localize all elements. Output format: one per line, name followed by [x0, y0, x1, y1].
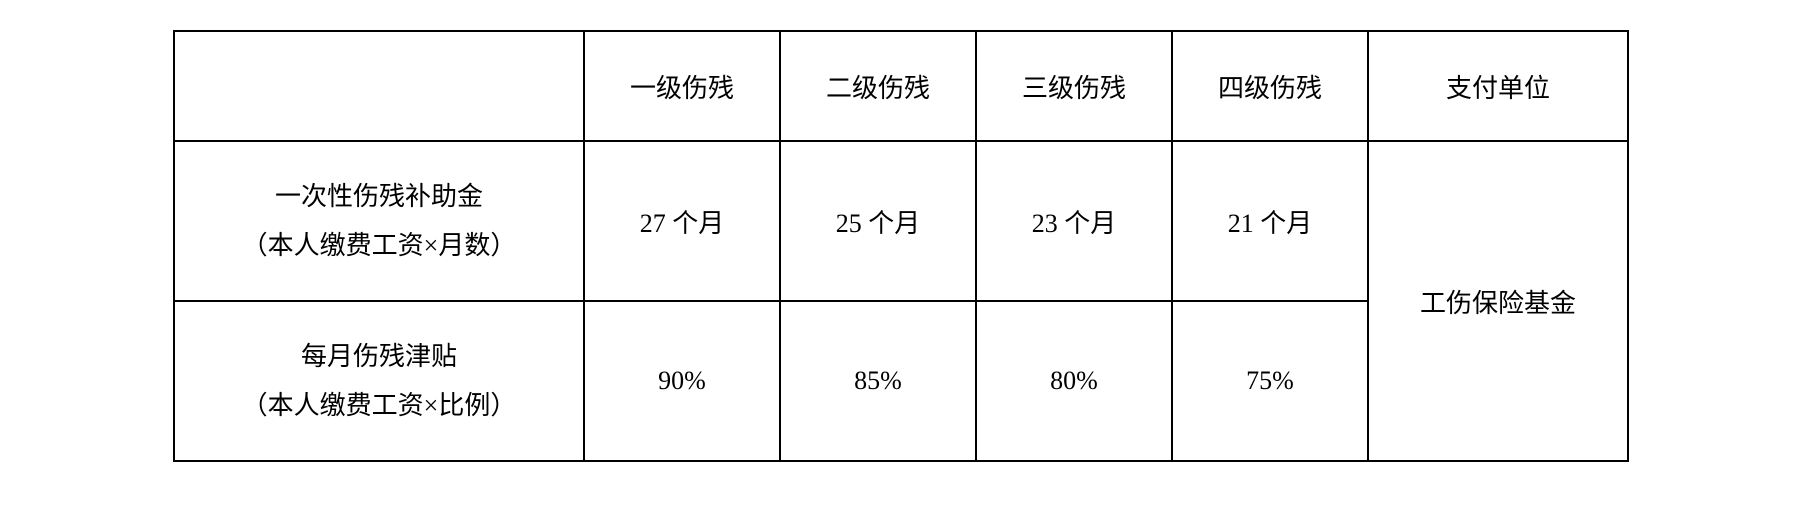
row0-level3: 23 个月 — [976, 141, 1172, 301]
row1-level4: 75% — [1172, 301, 1368, 461]
header-level3: 三级伤残 — [976, 31, 1172, 141]
row0-label: 一次性伤残补助金 （本人缴费工资×月数） — [174, 141, 584, 301]
header-level2: 二级伤残 — [780, 31, 976, 141]
row1-label: 每月伤残津贴 （本人缴费工资×比例） — [174, 301, 584, 461]
row0-level2: 25 个月 — [780, 141, 976, 301]
row0-label-line2: （本人缴费工资×月数） — [175, 221, 583, 270]
row0-level4: 21 个月 — [1172, 141, 1368, 301]
row0-level1: 27 个月 — [584, 141, 780, 301]
header-level4: 四级伤残 — [1172, 31, 1368, 141]
header-payer: 支付单位 — [1368, 31, 1628, 141]
table-header-row: 一级伤残 二级伤残 三级伤残 四级伤残 支付单位 — [174, 31, 1628, 141]
row1-level1: 90% — [584, 301, 780, 461]
table-row: 一次性伤残补助金 （本人缴费工资×月数） 27 个月 25 个月 23 个月 2… — [174, 141, 1628, 301]
header-blank-cell — [174, 31, 584, 141]
header-level1: 一级伤残 — [584, 31, 780, 141]
disability-compensation-table: 一级伤残 二级伤残 三级伤残 四级伤残 支付单位 一次性伤残补助金 （本人缴费工… — [173, 30, 1629, 462]
row0-label-line1: 一次性伤残补助金 — [175, 172, 583, 221]
row1-label-line1: 每月伤残津贴 — [175, 332, 583, 381]
row1-level2: 85% — [780, 301, 976, 461]
row1-label-line2: （本人缴费工资×比例） — [175, 381, 583, 430]
payer-merged-cell: 工伤保险基金 — [1368, 141, 1628, 461]
row1-level3: 80% — [976, 301, 1172, 461]
